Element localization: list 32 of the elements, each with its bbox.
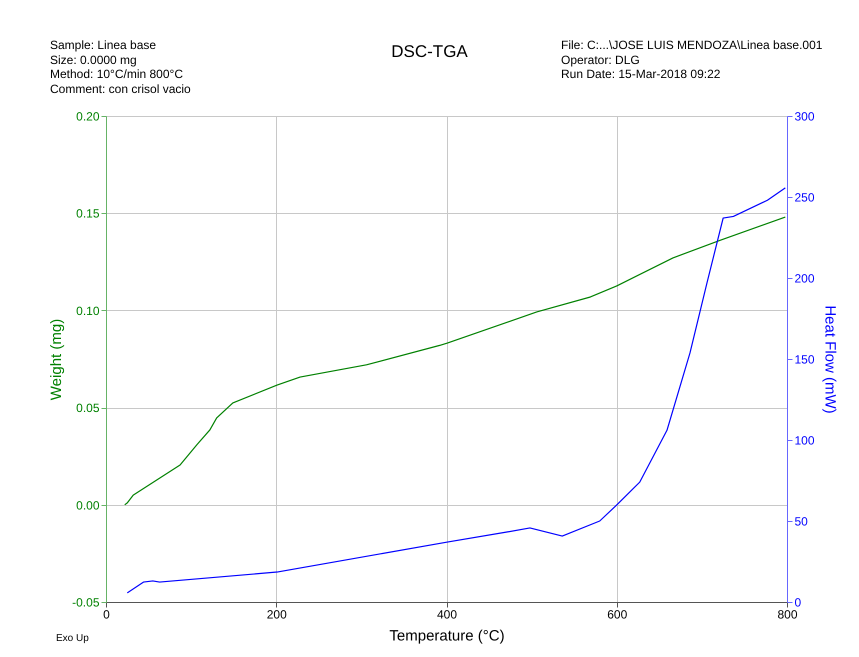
y-tick-label: 0.00 [76, 498, 100, 512]
y2-tick-label: 300 [794, 110, 815, 124]
y-tick-label: 0.15 [76, 206, 100, 221]
x-tick-label: 200 [266, 608, 288, 622]
y-tick-label: 0.20 [76, 110, 100, 124]
y2-axis-title: Heat Flow (mW) [822, 305, 839, 414]
chart-title: DSC-TGA [391, 42, 468, 61]
y-tick-label: -0.05 [72, 596, 100, 610]
y2-tick-label: 100 [794, 434, 815, 448]
x-tick-label: 0 [103, 608, 110, 622]
text: Exo Up [56, 632, 89, 646]
x-tick-label: 800 [777, 608, 798, 622]
y2-tick-label: 150 [794, 352, 815, 366]
y-tick-label: 0.10 [76, 304, 100, 318]
text: Run Date: 15-Mar-2018 09:22 [561, 67, 722, 82]
x-axis-title: Temperature (°C) [389, 628, 505, 644]
text: Method: 10°C/min 800°C [50, 67, 184, 82]
y2-tick-label: 0 [794, 596, 802, 610]
y-tick-label: 0.05 [76, 401, 100, 416]
line-series [124, 216, 786, 506]
text: Comment: con crisol vacio [50, 82, 191, 96]
text: Sample: Linea base [50, 38, 158, 52]
text: Size: 0.0000 mg [50, 52, 138, 67]
text: File: C:...\JOSE LUIS MENDOZA\Linea base.001 [561, 38, 822, 52]
x-tick-label: 400 [436, 608, 458, 622]
x-tick-label: 600 [607, 608, 628, 622]
y-axis-title: Weight (mg) [48, 318, 66, 400]
text: Operator: DLG [561, 52, 641, 67]
y2-tick-label: 50 [794, 514, 808, 528]
y2-tick-label: 200 [794, 272, 815, 286]
line-series [126, 187, 786, 594]
y2-tick-label: 250 [794, 190, 815, 204]
